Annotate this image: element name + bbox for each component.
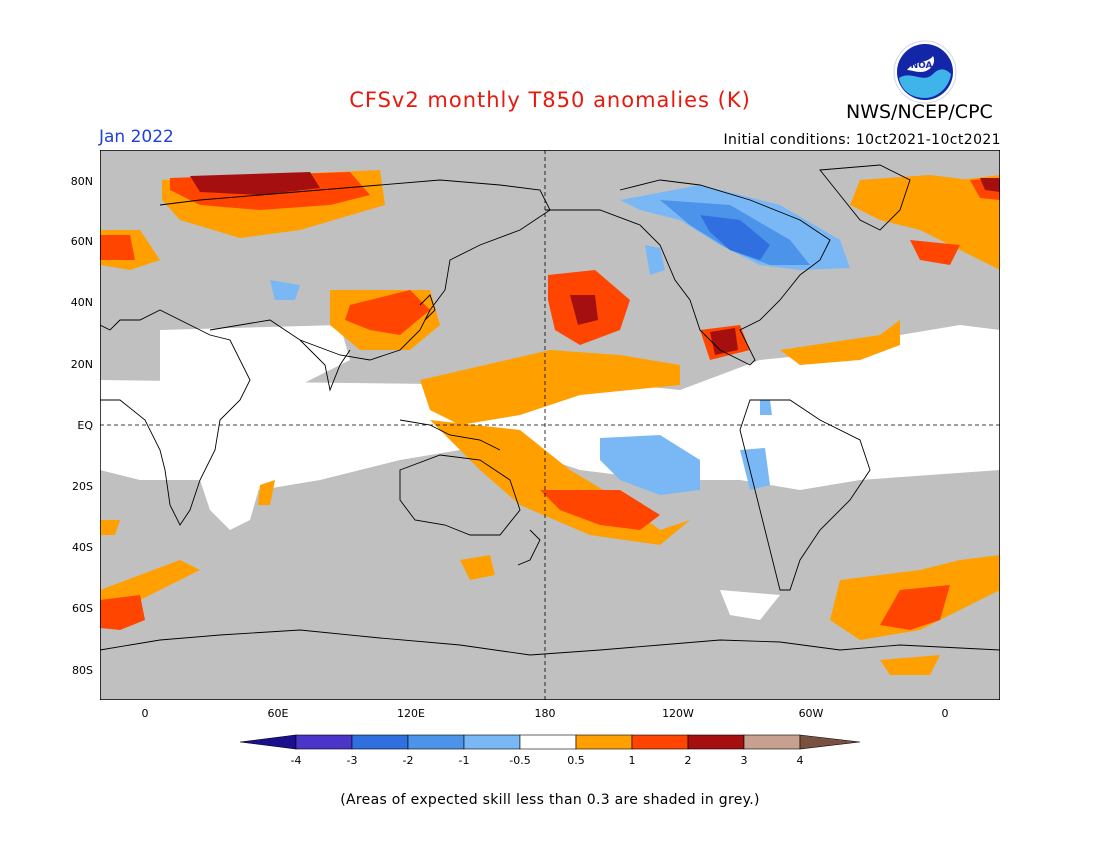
colorbar-tick: -0.5 <box>509 754 530 767</box>
colorbar-swatch <box>519 734 577 750</box>
colorbar-swatch <box>351 734 409 750</box>
colorbar-tick: -3 <box>347 754 358 767</box>
colorbar-swatch <box>575 734 633 750</box>
lat-label: 80N <box>71 175 93 188</box>
colorbar-swatch <box>463 734 521 750</box>
colorbar-tick: -2 <box>403 754 414 767</box>
agency-label: NWS/NCEP/CPC <box>846 101 993 123</box>
lon-label: 120E <box>397 707 425 720</box>
latitude-labels: 80N 60N 40N 20N EQ 20S 40S 60S 80S <box>71 175 94 677</box>
coastlines <box>100 164 1000 656</box>
colorbar-swatch <box>687 734 745 750</box>
colorbar-tick: 0.5 <box>567 754 585 767</box>
month-label: Jan 2022 <box>99 127 174 147</box>
lon-label: 60E <box>268 707 289 720</box>
longitude-labels: 0 60E 120E 180 120W 60W 0 <box>142 707 949 720</box>
svg-text:NOAA: NOAA <box>911 61 940 71</box>
colorbar-tick: -1 <box>459 754 470 767</box>
lat-label: 40N <box>71 296 93 309</box>
colorbar-tick: -4 <box>291 754 302 767</box>
colorbar-swatch <box>295 734 353 750</box>
colorbar-swatch <box>743 734 801 750</box>
colorbar-swatches <box>240 734 861 750</box>
lon-label: 0 <box>942 707 949 720</box>
colorbar-swatch <box>631 734 689 750</box>
lat-label: 40S <box>72 541 93 554</box>
lat-label: 80S <box>72 664 93 677</box>
lon-label: 180 <box>535 707 556 720</box>
colorbar: -4 -3 -2 -1 -0.5 0.5 1 2 3 4 <box>240 734 861 767</box>
map-title: CFSv2 monthly T850 anomalies (K) <box>349 88 751 112</box>
lat-label: 20S <box>72 480 93 493</box>
lon-label: 0 <box>142 707 149 720</box>
colorbar-swatch <box>240 734 297 750</box>
lon-label: 60W <box>799 707 824 720</box>
initial-conditions-label: Initial conditions: 10ct2021-10ct2021 <box>723 132 1001 148</box>
colorbar-tick: 1 <box>629 754 636 767</box>
noaa-logo-icon: NOAA <box>893 40 957 104</box>
lat-label: EQ <box>77 419 93 432</box>
colorbar-tick: 2 <box>685 754 692 767</box>
lat-label: 60N <box>71 235 93 248</box>
white-regions <box>100 325 1000 620</box>
lat-label: 20N <box>71 358 93 371</box>
lat-label: 60S <box>72 602 93 615</box>
colorbar-swatch <box>799 734 861 750</box>
anomaly-map <box>100 150 1000 700</box>
colorbar-tick: 4 <box>797 754 804 767</box>
anomaly-positive-2 <box>190 172 1000 355</box>
colorbar-ticks: -4 -3 -2 -1 -0.5 0.5 1 2 3 4 <box>291 754 804 767</box>
skill-footnote: (Areas of expected skill less than 0.3 a… <box>340 792 760 808</box>
lon-label: 120W <box>662 707 694 720</box>
colorbar-tick: 3 <box>741 754 748 767</box>
anomaly-negative-2 <box>700 215 770 260</box>
colorbar-swatch <box>407 734 465 750</box>
